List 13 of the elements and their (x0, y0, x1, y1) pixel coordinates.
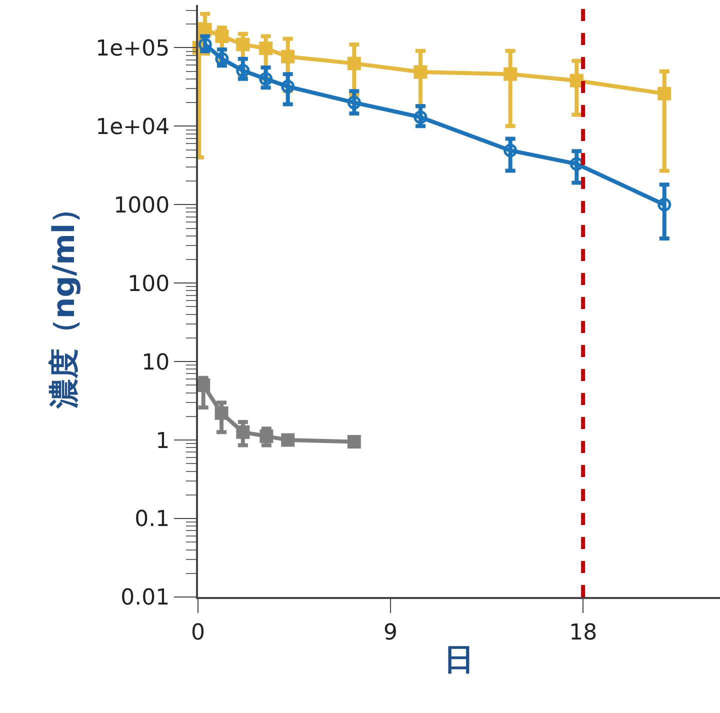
x-tick-label: 18 (569, 620, 598, 646)
y-axis-title: 濃度（ng/ml） (47, 193, 82, 410)
y-tick-label: 10 (142, 350, 170, 376)
y-tick-label: 0.01 (120, 586, 170, 611)
y-tick-label: 1 (156, 428, 170, 454)
y-tick-label: 0.1 (134, 507, 170, 532)
x-tick-label: 9 (384, 620, 398, 646)
y-tick-label: 1e+04 (96, 114, 170, 140)
y-tick-label: 1000 (114, 193, 170, 218)
x-axis-title: 日 (444, 642, 474, 678)
x-tick-label: 0 (191, 620, 205, 646)
y-tick-label: 1e+05 (96, 36, 170, 62)
y-tick-label: 100 (128, 272, 170, 297)
